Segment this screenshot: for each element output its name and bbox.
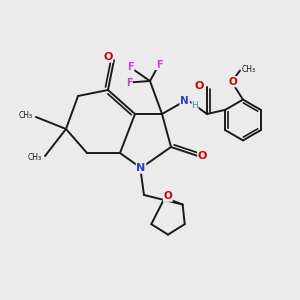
Text: O: O — [198, 151, 207, 161]
Text: CH₃: CH₃ — [18, 111, 32, 120]
Text: H: H — [192, 100, 198, 109]
Text: N: N — [136, 163, 146, 173]
Text: N: N — [180, 95, 189, 106]
Text: F: F — [127, 62, 134, 73]
Text: O: O — [103, 52, 113, 62]
Text: O: O — [164, 191, 172, 201]
Text: O: O — [195, 80, 204, 91]
Text: CH₃: CH₃ — [27, 153, 41, 162]
Text: CH₃: CH₃ — [242, 65, 256, 74]
Text: F: F — [126, 77, 132, 88]
Text: O: O — [228, 76, 237, 87]
Text: F: F — [156, 59, 162, 70]
